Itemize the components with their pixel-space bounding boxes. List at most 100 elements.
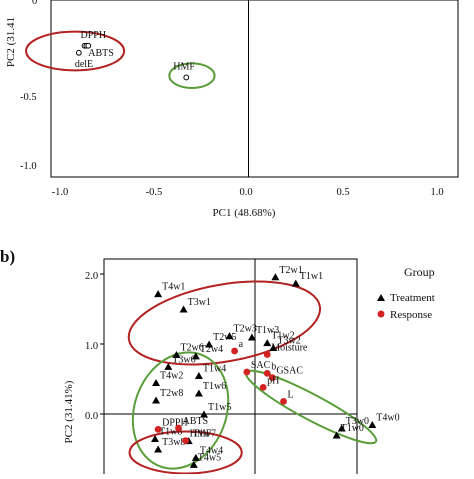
panel-b-treatment-point-4 bbox=[225, 332, 234, 340]
panel-b-treatment-point-24 bbox=[189, 460, 198, 468]
panel-b-treatment-label-1: T4w1 bbox=[162, 282, 185, 293]
panel-b-treatment-point-13 bbox=[152, 379, 161, 386]
panel-b-treatment-point-15 bbox=[152, 396, 161, 404]
panel-b-treatment-label-3: T3w1 bbox=[188, 297, 211, 308]
panel-b-response-point-4 bbox=[268, 374, 276, 381]
panel-b-treatment-point-19 bbox=[332, 431, 341, 439]
panel-b-response-point-1 bbox=[263, 351, 271, 358]
panel-b-treatment-point-17 bbox=[368, 421, 377, 428]
legend-response-marker bbox=[377, 310, 385, 318]
legend-title: Group bbox=[404, 265, 435, 279]
panel-b-treatment-label-5: T1w3 bbox=[256, 325, 279, 336]
panel-b-treatment-label-8: T3w2 bbox=[277, 336, 300, 347]
panel-b-treatment-label-17: T4w0 bbox=[376, 413, 399, 424]
panel-b-treatment-label-4: T2w3 bbox=[234, 324, 257, 335]
panel-b-response-point-9 bbox=[182, 437, 190, 444]
panel-a-point-2 bbox=[75, 49, 82, 56]
panel-b-response-point-7 bbox=[154, 426, 162, 433]
panel-b-treatment-point-1 bbox=[154, 290, 163, 298]
panel-b-treatment-label-11: T3w6 bbox=[172, 354, 195, 365]
panel-a-ytick-1: -0.5 bbox=[20, 92, 37, 103]
panel-b-treatment-label-20: T1w8 bbox=[159, 427, 182, 438]
legend-response-label: Response bbox=[390, 309, 432, 321]
panel-a-point-label-3: ABTS bbox=[88, 48, 114, 59]
legend-treatment-label: Treatment bbox=[390, 292, 435, 304]
panel-b-treatment-point-18 bbox=[200, 410, 208, 418]
panel-b-frame bbox=[103, 258, 358, 479]
panel-b-treatment-point-23 bbox=[191, 453, 200, 461]
panel-b-response-point-0 bbox=[231, 347, 239, 355]
panel-b-response-label-2: SAC bbox=[251, 360, 271, 371]
panel-b-ytick-1: 1.0 bbox=[85, 341, 98, 352]
panel-b-treatment-point-9 bbox=[172, 351, 181, 358]
legend-treatment-marker bbox=[377, 294, 385, 301]
panel-b-response-label-6: L bbox=[288, 389, 294, 400]
panel-b-response-label-9: HMF bbox=[190, 429, 212, 440]
panel-b-treatment-label-13: T4w2 bbox=[160, 371, 183, 382]
panel-b-treatment-point-2 bbox=[291, 279, 300, 287]
panel-b-response-point-8 bbox=[175, 424, 182, 432]
panel-b-treatment-point-10 bbox=[191, 352, 200, 360]
panel-b-treatment-point-14 bbox=[194, 389, 203, 397]
panel-b-treatment-label-9: T2w6 bbox=[180, 343, 203, 354]
panel-b-treatment-label-16: T3w0 bbox=[346, 416, 369, 427]
panel-b-treatment-point-20 bbox=[151, 435, 160, 442]
panel-a-point-label-2: delE bbox=[75, 59, 93, 70]
panel-a-xtick-4: 1.0 bbox=[430, 187, 443, 198]
panel-a-point-4 bbox=[183, 74, 190, 81]
panel-b-treatment-label-14: T1w6 bbox=[203, 381, 226, 392]
panel-b-response-label-4: GSAC bbox=[276, 366, 303, 377]
panel-a-loading-plot: 0 -0.5 -1.0 -1.0 -0.5 0.0 0.5 1.0 PC1 (4… bbox=[5, 0, 459, 219]
panel-a-ellipse-1 bbox=[168, 62, 216, 89]
panel-b-treatment-label-21: T1w7 bbox=[193, 429, 216, 440]
panel-b-response-label-1: Moisture bbox=[271, 343, 308, 354]
panel-b-treatment-label-24: T4w5 bbox=[198, 452, 221, 463]
panel-b-response-label-8: ABTS bbox=[183, 416, 209, 427]
panel-b-treatment-label-7: T2w5 bbox=[213, 332, 236, 343]
panel-a-ytick-2: -1.0 bbox=[20, 161, 37, 172]
legend: Group Treatment Response bbox=[377, 265, 435, 321]
panel-b-treatment-point-3 bbox=[179, 305, 188, 313]
panel-b-response-point-3 bbox=[263, 370, 271, 377]
panel-b-score-plot: b) 2.0 1.0 0.0 PC2 (31.41%) T2w1 T4w1 T1w1… bbox=[0, 247, 435, 479]
panel-b-treatment-point-22 bbox=[154, 445, 163, 453]
panel-b-ellipse-1 bbox=[131, 351, 230, 470]
panel-b-ytick-0: 2.0 bbox=[85, 271, 98, 282]
panel-a-point-label-0: DPPH bbox=[81, 30, 107, 41]
panel-b-treatment-label-6: T1w2 bbox=[271, 331, 294, 342]
panel-b-treatment-label-2: T1w1 bbox=[300, 271, 323, 282]
panel-b-treatment-point-0 bbox=[271, 273, 280, 281]
panel-b-treatment-label-0: T2w1 bbox=[279, 265, 302, 276]
panel-a-ellipse-0 bbox=[25, 30, 126, 72]
panel-b-response-label-3: b bbox=[271, 361, 276, 372]
panel-b-treatment-label-18: T1w5 bbox=[208, 402, 231, 413]
panel-b-ellipse-0 bbox=[127, 280, 322, 366]
panel-b-treatment-label-12: T1w4 bbox=[203, 364, 226, 375]
panel-b-treatment-label-15: T2w8 bbox=[160, 388, 183, 399]
panel-a-x-axis-label: PC1 (48.68%) bbox=[213, 207, 276, 219]
panel-a-xtick-1: -0.5 bbox=[146, 187, 163, 198]
panel-a-point-label-4: HMF bbox=[173, 61, 195, 72]
panel-a-y-axis-label: PC2 (31.41 bbox=[5, 17, 17, 67]
panel-a-frame bbox=[50, 0, 459, 178]
panel-b-treatment-point-6 bbox=[263, 339, 272, 347]
panel-b-treatment-label-19: T1w0 bbox=[341, 423, 364, 434]
panel-b-response-point-5 bbox=[259, 384, 267, 391]
panel-b-treatment-point-8 bbox=[269, 344, 278, 351]
panel-b-treatment-point-16 bbox=[337, 424, 346, 432]
panel-a-ytick-0: 0 bbox=[32, 0, 37, 7]
panel-b-treatment-point-12 bbox=[194, 372, 203, 379]
panel-b-treatment-label-10: T2w4 bbox=[200, 344, 223, 355]
panel-b-response-point-2 bbox=[243, 368, 251, 376]
panel-a-xtick-2: 0.0 bbox=[239, 187, 252, 198]
panel-b-treatment-point-7 bbox=[205, 340, 214, 348]
panel-b-response-label-5: pH bbox=[267, 375, 279, 386]
panel-b-treatment-label-23: T4w4 bbox=[200, 445, 223, 456]
panel-a-xtick-3: 0.5 bbox=[336, 187, 349, 198]
panel-b-treatment-point-11 bbox=[164, 362, 173, 370]
panel-b-response-label-7: DPPH bbox=[162, 417, 188, 428]
panel-b-label: b) bbox=[0, 247, 15, 266]
